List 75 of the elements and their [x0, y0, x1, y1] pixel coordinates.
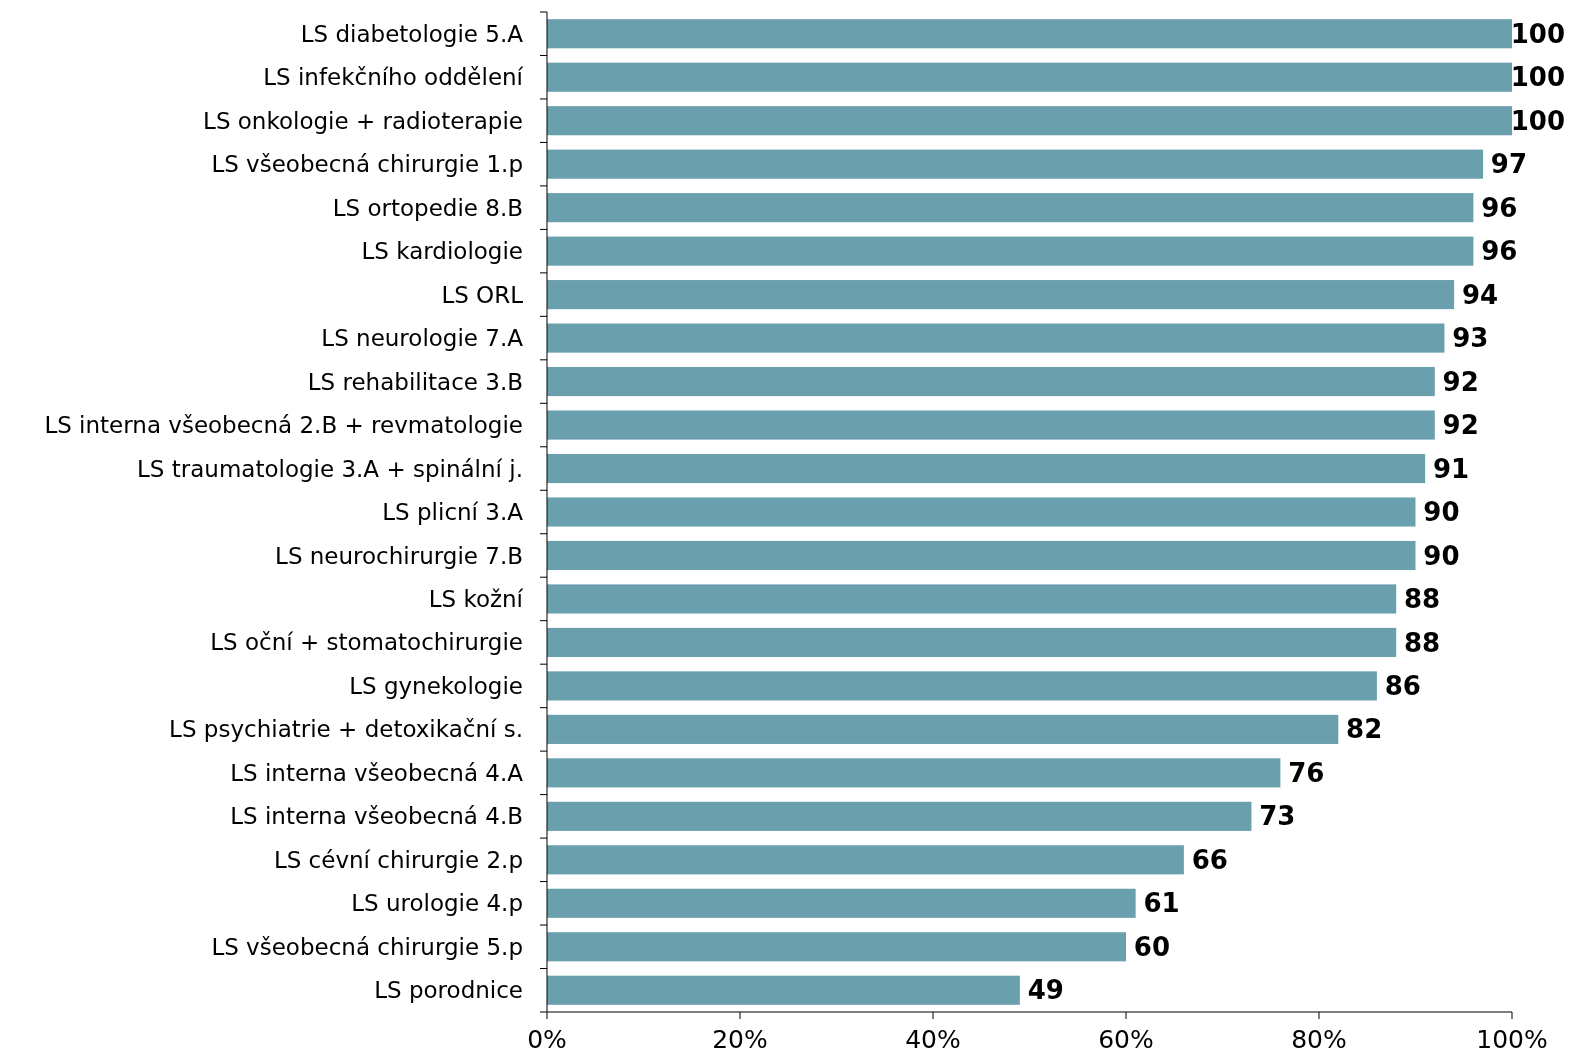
data-label: 96 [1481, 192, 1518, 223]
bar [547, 193, 1474, 223]
bar [547, 149, 1484, 179]
data-label: 100 [1510, 18, 1565, 49]
bar [547, 540, 1416, 571]
y-tick-label: LS porodnice [374, 977, 523, 1004]
bar [547, 453, 1426, 484]
bar [547, 410, 1435, 440]
data-label: 49 [1027, 975, 1064, 1006]
bar [547, 323, 1445, 353]
data-label: 76 [1288, 757, 1325, 788]
bar [547, 714, 1339, 744]
data-label: 91 [1432, 453, 1470, 484]
bar [547, 975, 1020, 1005]
y-tick-label: LS neurologie 7.A [321, 325, 524, 352]
bar [547, 627, 1397, 657]
y-tick-label: LS onkologie + radioterapie [203, 107, 523, 134]
data-label: 86 [1384, 671, 1421, 702]
bar [547, 758, 1281, 788]
y-tick-label: LS traumatologie 3.A + spinální j. [137, 455, 523, 482]
y-tick-label: LS gynekologie [349, 672, 523, 699]
data-label: 100 [1510, 105, 1565, 136]
bar [547, 62, 1512, 92]
y-tick-label: LS rehabilitace 3.B [307, 368, 523, 395]
y-tick-label: LS kardiologie [361, 238, 523, 265]
data-label: 90 [1423, 540, 1460, 571]
bar [547, 845, 1184, 875]
data-label: 88 [1404, 627, 1441, 658]
data-label: 66 [1191, 844, 1228, 875]
data-label: 94 [1461, 279, 1499, 310]
data-label: 92 [1442, 366, 1479, 397]
y-tick-label: LS psychiatrie + detoxikační s. [169, 716, 523, 743]
data-label: 92 [1442, 410, 1479, 441]
y-tick-label: LS interna všeobecná 2.B + revmatologie [44, 412, 523, 439]
data-label: 82 [1346, 714, 1383, 745]
x-tick-label: 40% [905, 1025, 961, 1054]
y-tick-label: LS ORL [441, 281, 524, 308]
y-tick-label: LS neurochirurgie 7.B [275, 542, 523, 569]
bar [547, 671, 1377, 701]
data-label: 61 [1143, 888, 1180, 919]
data-label: 93 [1452, 323, 1489, 354]
y-tick-label: LS všeobecná chirurgie 1.p [211, 151, 523, 178]
x-tick-label: 80% [1291, 1025, 1347, 1054]
y-tick-label: LS interna všeobecná 4.A [230, 759, 524, 786]
x-tick-label: 20% [712, 1025, 768, 1054]
y-tick-label: LS kožní [428, 586, 524, 613]
bar [547, 888, 1136, 918]
data-label: 100 [1510, 62, 1565, 93]
y-tick-label: LS oční + stomatochirurgie [210, 629, 523, 656]
y-tick-label: LS infekčního oddělení [263, 64, 524, 91]
y-tick-label: LS všeobecná chirurgie 5.p [211, 933, 523, 960]
bar [547, 932, 1126, 962]
bar [547, 497, 1416, 527]
x-tick-label: 0% [527, 1025, 567, 1054]
data-label: 96 [1481, 236, 1518, 267]
y-tick-label: LS cévní chirurgie 2.p [273, 846, 523, 873]
data-label: 97 [1490, 149, 1528, 180]
data-label: 73 [1259, 801, 1296, 832]
y-tick-label: LS urologie 4.p [351, 890, 523, 917]
bar [547, 280, 1455, 310]
bar [547, 19, 1512, 49]
bar [547, 236, 1474, 266]
bar [547, 801, 1252, 831]
bar [547, 584, 1397, 614]
x-tick-label: 60% [1098, 1025, 1154, 1054]
x-tick-label: 100% [1476, 1025, 1548, 1054]
bar [547, 367, 1435, 397]
data-label: 90 [1423, 497, 1460, 528]
y-tick-label: LS plicní 3.A [382, 499, 524, 526]
y-tick-label: LS diabetologie 5.A [300, 20, 524, 47]
data-label: 60 [1133, 931, 1170, 962]
bar [547, 106, 1512, 136]
y-tick-label: LS interna všeobecná 4.B [230, 803, 523, 830]
data-label: 88 [1404, 584, 1441, 615]
y-tick-label: LS ortopedie 8.B [332, 194, 523, 221]
